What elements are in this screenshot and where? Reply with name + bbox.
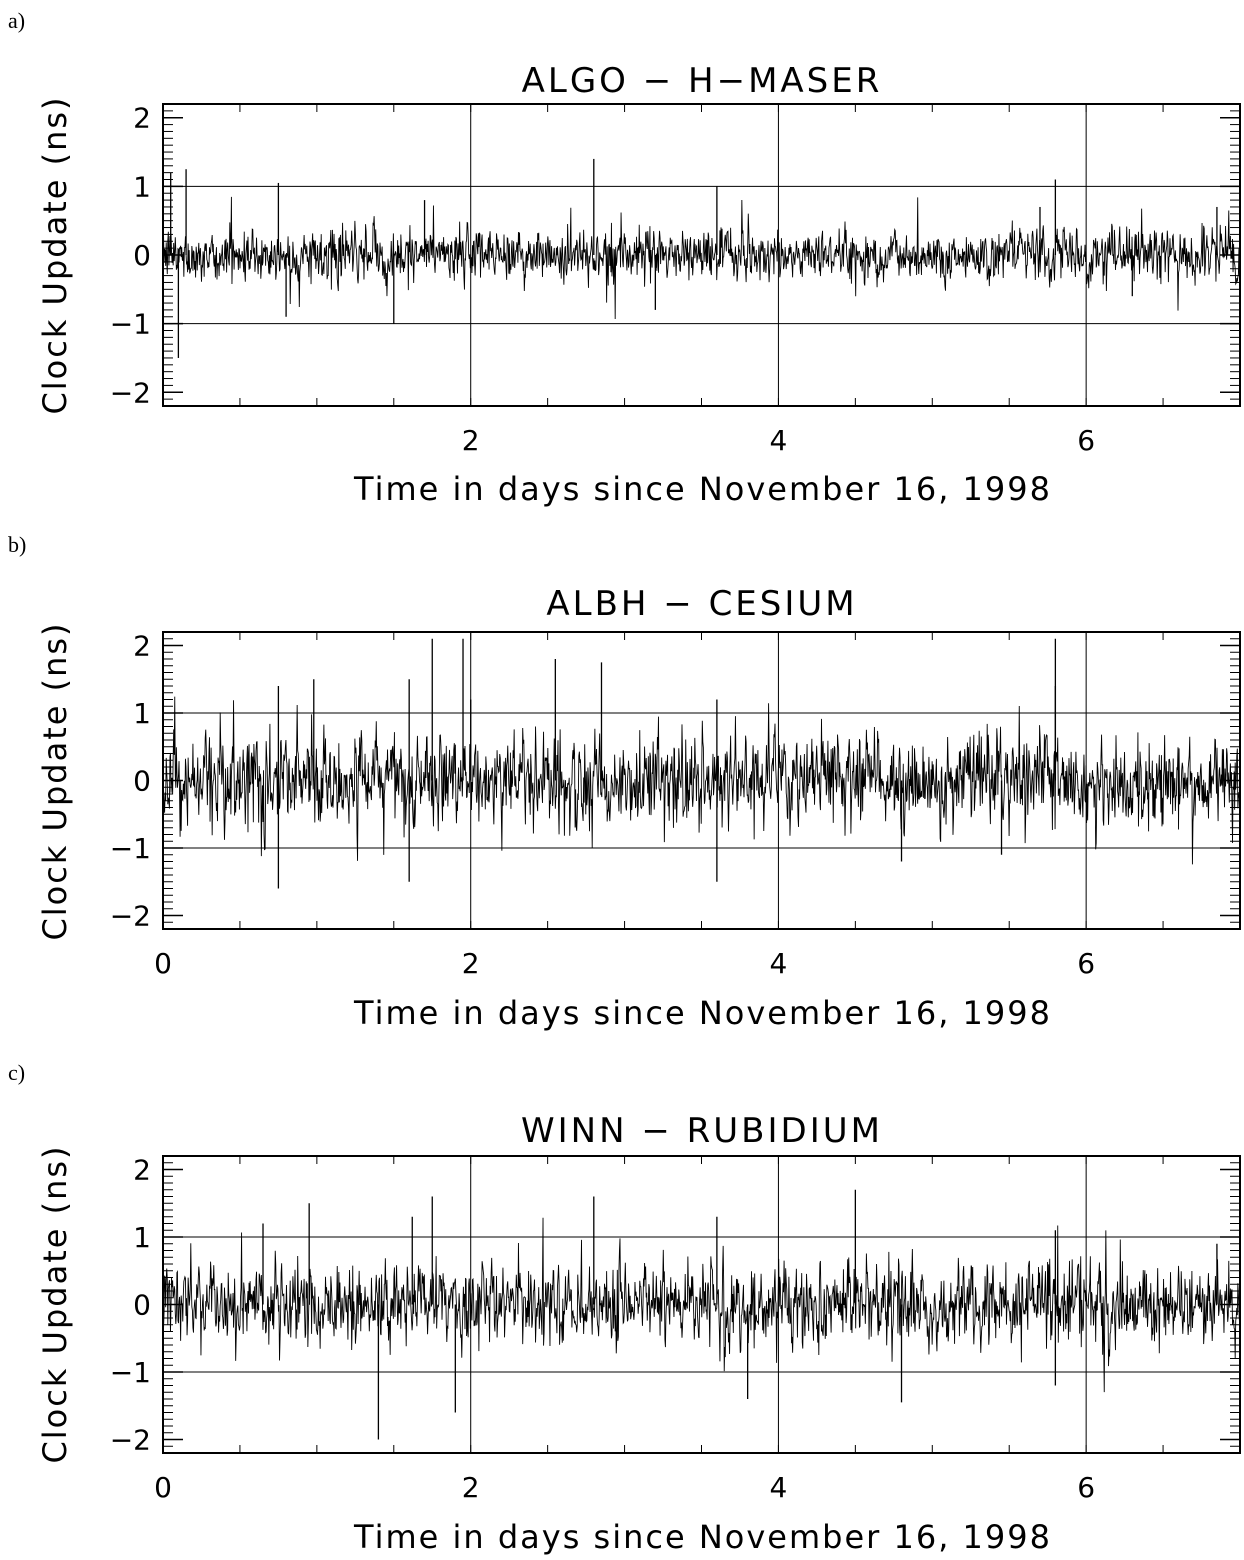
panel-b: b) ALBH − CESIUM −2 −1 0 1 2 0 2 4 6 Clock Updat… bbox=[8, 532, 1241, 1032]
panel-c-ytick-label: −2 bbox=[110, 1424, 151, 1457]
panel-b-ytick-label: 0 bbox=[133, 765, 151, 798]
panel-b-xtick-label: 4 bbox=[770, 947, 788, 980]
panel-c-xtick-label: 6 bbox=[1077, 1471, 1095, 1504]
panel-b-ytick-label: −1 bbox=[110, 832, 151, 865]
panel-c-xlabel: Time in days since November 16, 1998 bbox=[353, 1518, 1052, 1556]
panel-c-xtick-label: 0 bbox=[154, 1471, 172, 1504]
panel-a: a) ALGO − H−MASER −2 −1 0 1 2 2 4 6 Clock Updat… bbox=[8, 8, 1241, 508]
panel-a-title: ALGO − H−MASER bbox=[522, 61, 883, 101]
panel-c-ytick-label: 2 bbox=[133, 1154, 151, 1187]
panel-c-series-line bbox=[162, 1217, 1241, 1393]
panel-a-plot: −2 −1 0 1 2 2 4 6 bbox=[110, 102, 1241, 457]
panel-b-xlabel: Time in days since November 16, 1998 bbox=[353, 994, 1052, 1032]
panel-c: c) WINN − RUBIDIUM −2 −1 0 1 2 0 2 4 6 Clock Upd… bbox=[8, 1060, 1241, 1556]
panel-b-plot: −2 −1 0 1 2 0 2 4 6 bbox=[110, 630, 1241, 980]
panel-b-xtick-label: 0 bbox=[154, 947, 172, 980]
panel-a-ytick-label: 0 bbox=[133, 239, 151, 272]
panel-a-xtick-label: 6 bbox=[1077, 424, 1095, 457]
panel-a-xtick-label: 4 bbox=[770, 424, 788, 457]
panel-a-tag: a) bbox=[8, 8, 25, 33]
panel-a-ytick-label: −1 bbox=[110, 308, 151, 341]
panel-c-ytick-label: −1 bbox=[110, 1356, 151, 1389]
panel-a-ytick-label: 1 bbox=[133, 170, 151, 203]
panel-a-ylabel: Clock Update (ns) bbox=[36, 95, 74, 414]
panel-b-ylabel: Clock Update (ns) bbox=[36, 621, 74, 940]
panel-c-plot: −2 −1 0 1 2 0 2 4 6 bbox=[110, 1154, 1241, 1504]
panel-c-title: WINN − RUBIDIUM bbox=[521, 1111, 883, 1151]
panel-c-tag: c) bbox=[8, 1060, 25, 1085]
panel-b-ytick-label: 2 bbox=[133, 630, 151, 663]
panel-b-xtick-label: 2 bbox=[462, 947, 480, 980]
panel-a-series-line bbox=[162, 196, 1241, 320]
panel-c-ytick-label: 0 bbox=[133, 1289, 151, 1322]
panel-c-ytick-label: 1 bbox=[133, 1221, 151, 1254]
panel-b-series-line bbox=[162, 696, 1241, 865]
panel-a-ytick-label: 2 bbox=[133, 102, 151, 135]
panel-a-xtick-label: 2 bbox=[462, 424, 480, 457]
panel-b-tag: b) bbox=[8, 532, 26, 557]
panel-b-title: ALBH − CESIUM bbox=[546, 584, 857, 624]
panel-b-ytick-label: 1 bbox=[133, 697, 151, 730]
panel-b-ytick-label: −2 bbox=[110, 900, 151, 933]
panel-c-ylabel: Clock Update (ns) bbox=[36, 1144, 74, 1463]
panel-a-ytick-label: −2 bbox=[110, 376, 151, 409]
panel-b-xtick-label: 6 bbox=[1077, 947, 1095, 980]
panel-a-xlabel: Time in days since November 16, 1998 bbox=[353, 470, 1052, 508]
panel-c-xtick-label: 4 bbox=[770, 1471, 788, 1504]
panel-c-xtick-label: 2 bbox=[462, 1471, 480, 1504]
